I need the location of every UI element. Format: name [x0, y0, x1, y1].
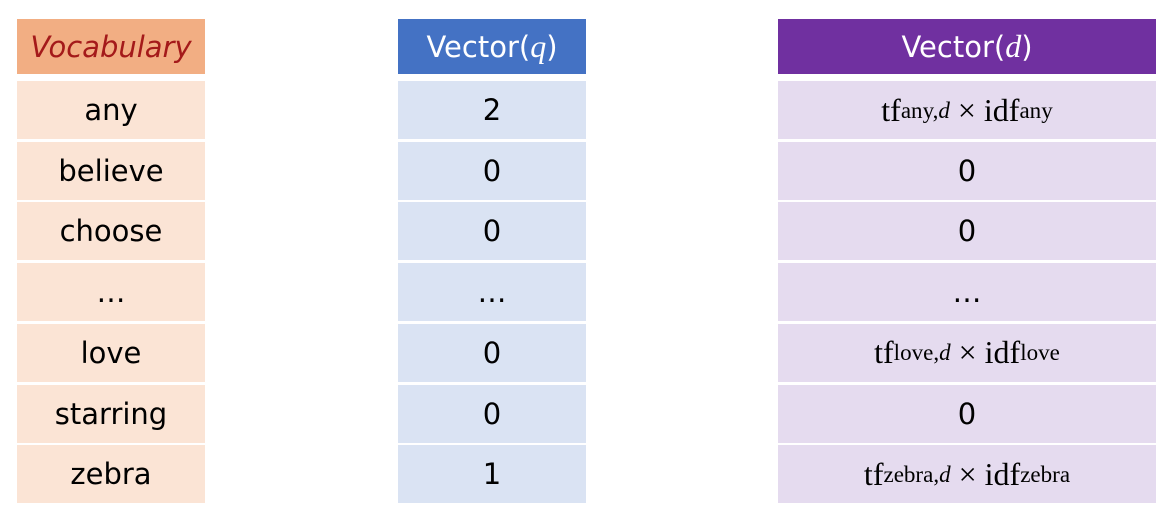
- header-part: Vector(: [901, 29, 1006, 64]
- doc: d: [939, 460, 951, 487]
- table-cell: …: [778, 263, 1156, 322]
- idf: idf: [984, 334, 1021, 371]
- idf-subscript: any: [1019, 96, 1053, 123]
- idf: idf: [983, 91, 1020, 128]
- table-cell: 0: [778, 141, 1156, 200]
- header-part: ): [546, 29, 558, 64]
- table-cell: tf any,d × idf any: [778, 81, 1156, 139]
- tf-subscript: any,d: [901, 97, 950, 124]
- term: zebra,: [883, 460, 940, 487]
- header-part: d: [1005, 28, 1022, 64]
- table-cell: 0: [778, 202, 1156, 261]
- header-part: Vector(: [426, 29, 531, 64]
- table-cell: starring: [17, 384, 205, 443]
- header-part: ): [1021, 29, 1033, 64]
- table-cell: choose: [17, 202, 205, 261]
- table-cell: believe: [17, 141, 205, 200]
- times: ×: [958, 455, 977, 492]
- header-part: q: [530, 28, 547, 64]
- tf: tf: [874, 334, 894, 371]
- table-cell: …: [398, 263, 586, 322]
- table-cell: 0: [398, 202, 586, 261]
- table-cell: any: [17, 81, 205, 139]
- tf: tf: [863, 455, 884, 492]
- table-cell: 1: [398, 445, 586, 504]
- column-header: Vector(q): [398, 19, 586, 74]
- tf-subscript: zebra,d: [883, 461, 950, 488]
- column-header: Vector(d): [778, 19, 1156, 74]
- table-cell: 2: [398, 81, 586, 139]
- term: love,: [893, 339, 940, 366]
- times: ×: [957, 91, 976, 128]
- table-cell: love: [17, 323, 205, 382]
- table-cell: 0: [398, 141, 586, 200]
- tf: tf: [881, 91, 901, 128]
- table-cell: 0: [398, 323, 586, 382]
- table-cell: 0: [398, 384, 586, 443]
- table-cell: tf zebra,d × idf zebra: [778, 445, 1156, 504]
- doc: d: [938, 96, 950, 123]
- term: any,: [900, 96, 939, 123]
- idf-subscript: love: [1020, 339, 1060, 366]
- table-cell: 0: [778, 384, 1156, 443]
- idf-subscript: zebra: [1020, 460, 1071, 487]
- times: ×: [958, 334, 977, 371]
- table-cell: tf love,d × idf love: [778, 323, 1156, 382]
- table-cell: zebra: [17, 445, 205, 504]
- doc: d: [939, 339, 951, 366]
- idf: idf: [984, 455, 1021, 492]
- table-cell: …: [17, 263, 205, 322]
- tf-subscript: love,d: [894, 339, 951, 366]
- column-header: Vocabulary: [17, 19, 205, 74]
